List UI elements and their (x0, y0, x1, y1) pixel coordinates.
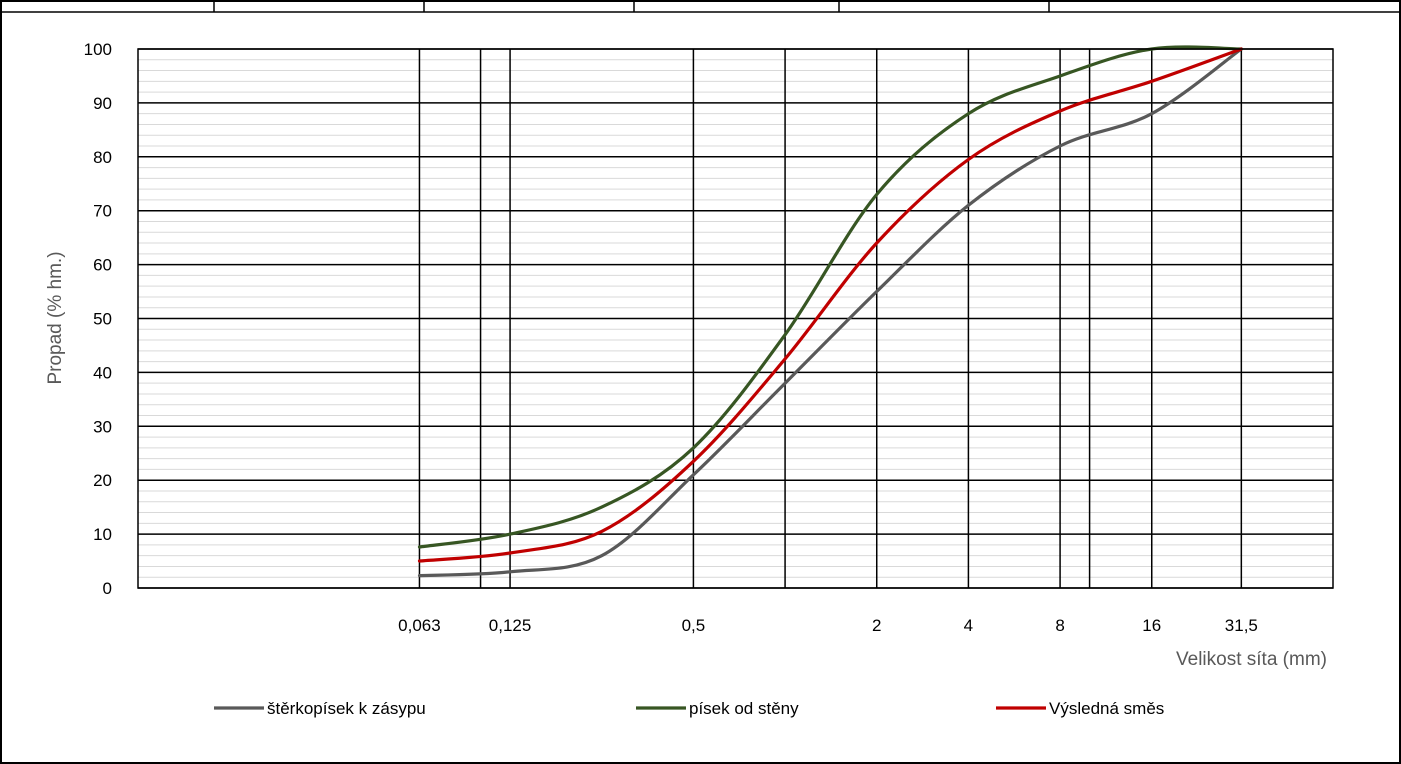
y-tick-label: 80 (93, 148, 112, 167)
x-tick-label: 0,063 (398, 616, 441, 635)
x-tick-label: 8 (1055, 616, 1064, 635)
y-tick-label: 10 (93, 525, 112, 544)
series-line-2 (417, 45, 1243, 549)
series-line-1 (417, 47, 1243, 578)
x-tick-label: 0,5 (682, 616, 706, 635)
legend-label: písek od stěny (689, 699, 799, 718)
legend-label: štěrkopísek k zásypu (267, 699, 426, 718)
series-line-3 (417, 47, 1243, 563)
y-tick-label: 40 (93, 363, 112, 382)
plot-area-border (137, 48, 1334, 589)
x-tick-label: 4 (964, 616, 973, 635)
x-tick-label: 31,5 (1225, 616, 1258, 635)
legend-label: Výsledná směs (1049, 699, 1164, 718)
y-tick-label: 90 (93, 94, 112, 113)
x-tick-label: 0,125 (489, 616, 532, 635)
y-tick-label: 100 (84, 40, 112, 59)
y-axis-tick-labels: 0 10 20 30 40 50 60 70 80 90 100 (84, 40, 112, 598)
series-layer (417, 45, 1243, 578)
x-tick-label: 2 (872, 616, 881, 635)
y-tick-label: 60 (93, 256, 112, 275)
y-tick-label: 50 (93, 310, 112, 329)
y-tick-label: 20 (93, 471, 112, 490)
y-tick-label: 0 (103, 579, 112, 598)
y-axis-title: Propad (% hm.) (45, 251, 66, 384)
x-axis-tick-labels: 0,063 0,125 0,5 2 4 8 16 31,5 (398, 616, 1258, 635)
legend: štěrkopísek k zásypu písek od stěny Výsled… (214, 699, 1164, 718)
y-tick-label: 30 (93, 417, 112, 436)
x-tick-label: 16 (1142, 616, 1161, 635)
y-tick-label: 70 (93, 202, 112, 221)
header-table-fragment (0, 0, 1401, 13)
x-axis-title: Velikost síta (mm) (1176, 649, 1327, 670)
